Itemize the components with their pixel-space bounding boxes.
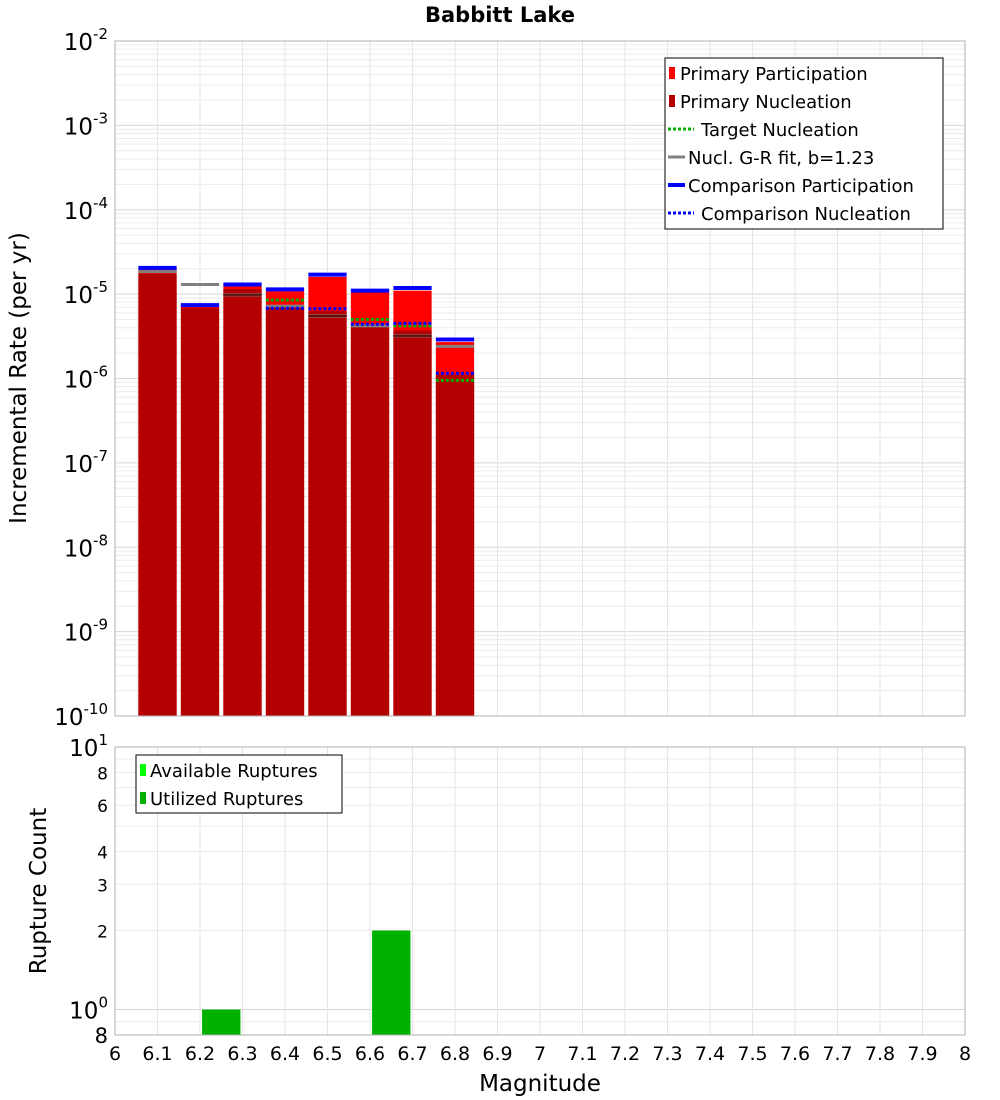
legend-label-primary-nucleation: Primary Nucleation bbox=[680, 92, 852, 113]
x-tick-label: 6.4 bbox=[270, 1043, 300, 1065]
utilized-ruptures-bar bbox=[202, 1009, 241, 1035]
top-y-axis-label: Incremental Rate (per yr) bbox=[6, 232, 32, 524]
primary-nucleation-bar bbox=[223, 289, 262, 716]
x-tick-label: 6.6 bbox=[355, 1043, 385, 1065]
x-axis-label: Magnitude bbox=[479, 1071, 601, 1097]
x-tick-label: 6.9 bbox=[482, 1043, 512, 1065]
top-markers bbox=[138, 265, 475, 382]
x-tick-label: 7.2 bbox=[610, 1043, 640, 1065]
primary-nucleation-bar bbox=[138, 273, 177, 716]
primary-nucleation-bar bbox=[265, 307, 305, 716]
top-y-tick-label: 10-7 bbox=[64, 447, 108, 478]
bottom-plot-frame bbox=[114, 746, 966, 1036]
top-plot-frame bbox=[114, 40, 966, 717]
top-y-tick-label: 10-10 bbox=[54, 700, 108, 731]
primary-nucleation-bar bbox=[393, 330, 432, 716]
top-y-tick-label: 10-5 bbox=[64, 278, 108, 309]
bottom-bars bbox=[202, 930, 411, 1035]
bottom-y-tick-label: 8 bbox=[97, 764, 108, 784]
x-tick-label: 6.7 bbox=[397, 1043, 427, 1065]
bottom-y-tick-label: 6 bbox=[97, 797, 108, 817]
legend-label-comparison-nucleation: Comparison Nucleation bbox=[701, 204, 911, 225]
bottom-y-tick-label: 100 bbox=[69, 994, 108, 1025]
top-y-tick-label: 10-9 bbox=[64, 616, 108, 647]
bottom-y-tick-label: 3 bbox=[97, 876, 108, 896]
primary-nucleation-bar bbox=[180, 308, 220, 716]
top-y-tick-labels: 10-10 10-9 10-8 10-7 10-6 10-5 10-4 10-3 10-2 bbox=[54, 25, 108, 731]
top-bars bbox=[138, 268, 475, 716]
legend-label-comparison-participation: Comparison Participation bbox=[688, 176, 914, 197]
x-tick-label: 7.1 bbox=[567, 1043, 597, 1065]
x-tick-label: 6.5 bbox=[312, 1043, 342, 1065]
top-y-tick-label: 10-3 bbox=[64, 109, 108, 140]
top-y-tick-label: 10-4 bbox=[64, 194, 108, 225]
top-y-tick-label: 10-8 bbox=[64, 531, 108, 562]
legend-swatch-primary-participation bbox=[669, 67, 675, 79]
x-tick-label: 6.8 bbox=[440, 1043, 470, 1065]
x-tick-label: 7.3 bbox=[652, 1043, 682, 1065]
utilized-ruptures-bar bbox=[372, 930, 411, 1035]
x-tick-label: 7 bbox=[534, 1043, 546, 1065]
x-tick-label: 7.4 bbox=[695, 1043, 725, 1065]
x-tick-label: 7.8 bbox=[865, 1043, 895, 1065]
bottom-legend: Available Ruptures Utilized Ruptures bbox=[135, 754, 343, 814]
top-y-tick-label: 10-6 bbox=[64, 363, 108, 394]
x-tick-label: 6 bbox=[109, 1043, 121, 1065]
x-tick-labels: 6 6.1 6.2 6.3 6.4 6.5 6.6 6.7 6.8 6.9 7 7.1 7.2 7.3 7.… bbox=[109, 1043, 971, 1065]
bottom-y-tick-label: 2 bbox=[97, 923, 108, 943]
legend-label-target-nucleation: Target Nucleation bbox=[700, 120, 859, 141]
x-tick-label: 6.3 bbox=[227, 1043, 257, 1065]
bottom-y-axis-bottom-label: 8 bbox=[95, 1024, 108, 1048]
primary-nucleation-bar bbox=[435, 375, 475, 716]
x-tick-label: 7.6 bbox=[780, 1043, 810, 1065]
x-tick-label: 8 bbox=[959, 1043, 971, 1065]
x-tick-label: 6.1 bbox=[142, 1043, 172, 1065]
top-legend-box bbox=[664, 57, 944, 230]
x-tick-label: 6.2 bbox=[185, 1043, 215, 1065]
x-tick-label: 7.9 bbox=[907, 1043, 937, 1065]
x-tick-label: 7.5 bbox=[737, 1043, 767, 1065]
x-tick-label: 7.7 bbox=[822, 1043, 852, 1065]
primary-nucleation-bar bbox=[350, 325, 390, 716]
legend-swatch-utilized-ruptures bbox=[140, 792, 146, 804]
bottom-legend-box bbox=[135, 754, 343, 814]
top-legend: Primary Participation Primary Nucleation… bbox=[664, 57, 944, 230]
legend-label-primary-participation: Primary Participation bbox=[680, 64, 868, 85]
legend-label-utilized-ruptures: Utilized Ruptures bbox=[150, 789, 303, 810]
primary-nucleation-bar bbox=[308, 311, 347, 716]
legend-label-available-ruptures: Available Ruptures bbox=[150, 761, 318, 782]
chart-title: Babbitt Lake bbox=[425, 3, 575, 27]
legend-swatch-available-ruptures bbox=[140, 764, 146, 776]
legend-label-gr-fit: Nucl. G-R fit, b=1.23 bbox=[688, 148, 874, 169]
bottom-y-tick-label: 4 bbox=[97, 843, 108, 863]
bottom-y-axis-label: Rupture Count bbox=[26, 808, 52, 974]
legend-swatch-primary-nucleation bbox=[669, 95, 675, 107]
top-y-tick-label: 10-2 bbox=[64, 25, 108, 56]
bottom-y-tick-label: 101 bbox=[69, 731, 108, 762]
